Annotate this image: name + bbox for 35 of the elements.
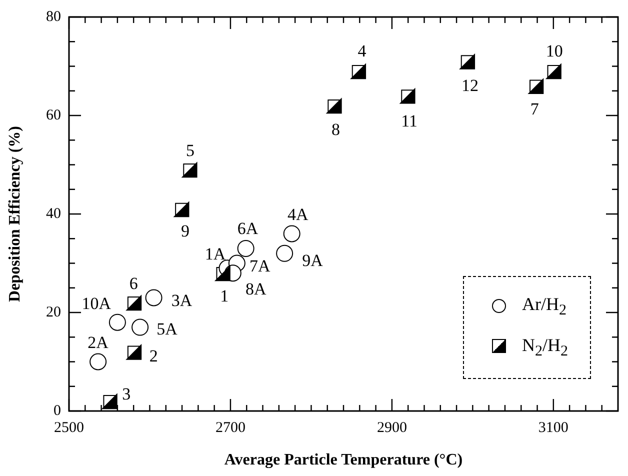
x-tick-label: 3100 — [538, 420, 568, 436]
annotation: 2 — [149, 346, 158, 366]
annotation: 9A — [302, 250, 324, 270]
annotation: 10 — [546, 42, 563, 61]
annotation: 5A — [156, 320, 178, 339]
y-tick-label: 80 — [46, 8, 61, 25]
annotation: 9 — [180, 222, 190, 241]
x-tick-label: 2900 — [376, 420, 407, 436]
annotation: 7A — [250, 256, 272, 276]
annotation: 6 — [129, 274, 138, 294]
annotation: 12 — [462, 76, 479, 95]
annotation: 11 — [401, 111, 418, 130]
annotation: 6A — [237, 218, 259, 238]
annotation: 1A — [204, 244, 226, 264]
annotation: 5 — [186, 141, 195, 160]
y-axis-title: Deposition Efficiency (%) — [6, 126, 24, 302]
x-axis-title: Average Particle Temperature (°C) — [224, 452, 463, 469]
annotation: 8A — [246, 280, 267, 299]
annotation: 10A — [82, 294, 112, 313]
annotation: 2A — [88, 333, 110, 352]
annotation: 8 — [332, 120, 340, 140]
y-tick-label: 20 — [46, 304, 61, 320]
annotation: 4 — [358, 42, 367, 61]
annotation: 4A — [287, 205, 309, 224]
annotation: 1 — [220, 286, 229, 306]
y-tick-label: 60 — [46, 107, 61, 124]
legend-label: N$_{2}$/H$_{2}$ — [522, 334, 568, 360]
x-tick-label: 2700 — [215, 420, 246, 436]
annotation: 3 — [122, 384, 131, 404]
y-tick-label: 40 — [46, 206, 61, 222]
legend-label: Ar/H$_{2}$ — [522, 294, 566, 319]
annotation: 7 — [530, 99, 540, 118]
y-tick-label: 0 — [54, 402, 61, 419]
x-tick-label: 2500 — [54, 420, 84, 436]
annotation: 3A — [171, 291, 193, 310]
